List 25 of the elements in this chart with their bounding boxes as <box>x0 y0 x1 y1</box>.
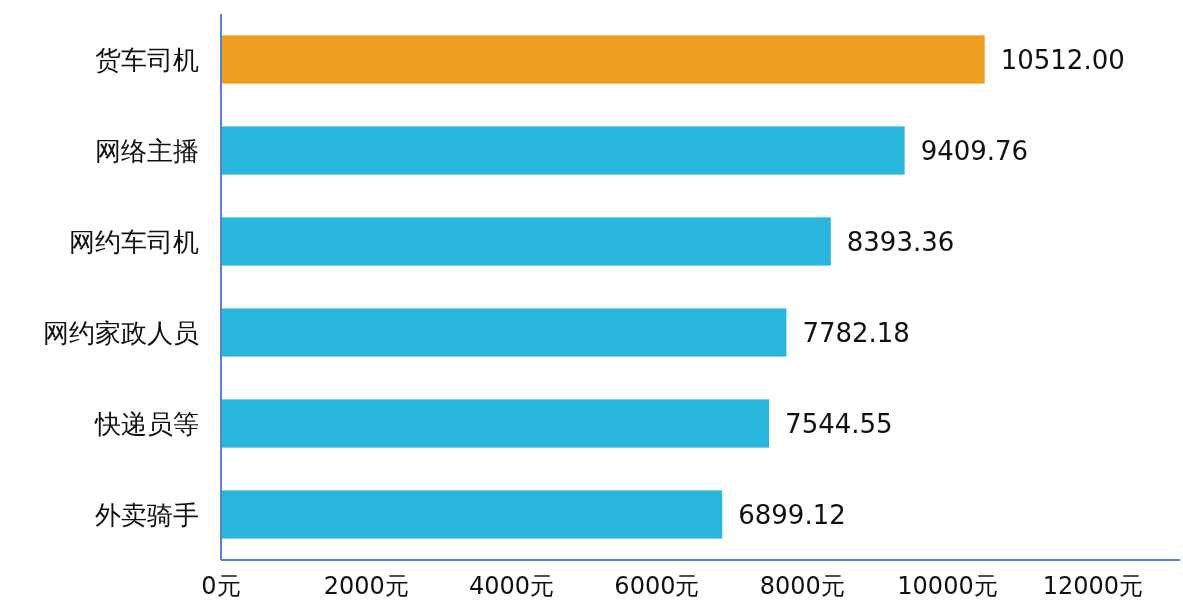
bar <box>221 308 787 357</box>
data-label: 6899.12 <box>738 499 846 530</box>
x-tick-label: 10000元 <box>897 572 998 600</box>
x-tick-label: 4000元 <box>469 572 555 600</box>
x-tick-label: 0元 <box>201 572 241 600</box>
bar <box>221 35 985 84</box>
x-tick-label: 2000元 <box>323 572 409 600</box>
bar <box>221 126 905 175</box>
y-tick-label: 货车司机 <box>95 44 199 75</box>
data-label: 7782.18 <box>802 317 910 348</box>
data-label: 8393.36 <box>846 226 955 257</box>
y-tick-label: 网约家政人员 <box>43 317 199 348</box>
y-tick-label: 快递员等 <box>94 408 199 439</box>
bar <box>221 490 723 539</box>
bar <box>221 399 770 448</box>
x-tick-label: 12000元 <box>1042 572 1143 600</box>
data-label: 9409.76 <box>920 135 1029 166</box>
x-tick-label: 6000元 <box>614 572 700 600</box>
data-label: 10512.00 <box>1000 44 1125 75</box>
data-label: 7544.55 <box>785 408 893 439</box>
x-tick-label: 8000元 <box>759 572 845 600</box>
bar <box>221 217 831 266</box>
y-tick-label: 外卖骑手 <box>95 499 199 530</box>
y-tick-label: 网络主播 <box>95 135 199 166</box>
y-tick-label: 网约车司机 <box>69 226 199 257</box>
